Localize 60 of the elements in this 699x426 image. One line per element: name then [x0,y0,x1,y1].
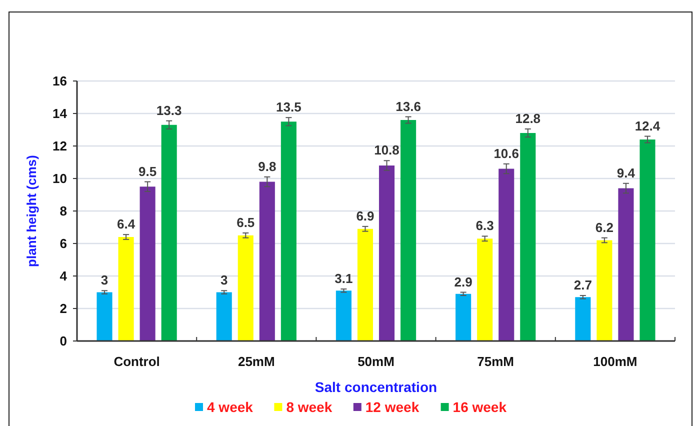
bar [357,228,374,341]
y-tick-label: 4 [60,268,68,284]
bar [498,168,514,341]
data-label: 2.7 [574,278,592,292]
data-label: 3.1 [334,271,353,286]
data-label: 3 [220,272,228,288]
bar [618,188,634,341]
data-label: 13.5 [276,100,302,115]
bar [216,292,232,341]
bar [238,235,254,341]
bar [161,124,177,341]
data-label: 6.2 [595,220,614,235]
legend-label: 16 week [452,399,507,415]
bar [575,297,591,341]
data-label: 12.4 [634,118,661,134]
data-label: 13.3 [156,102,182,118]
data-label: 12.8 [515,110,541,126]
x-tick-label: 50mM [358,354,394,369]
y-tick-label: 16 [52,74,67,89]
data-label: 9.8 [258,158,276,174]
bar [336,290,352,341]
y-tick-label: 12 [52,138,67,154]
x-tick-label: 25mM [238,354,275,369]
bar [378,166,395,341]
bar [96,292,112,341]
y-axis-title: plant height (cms) [24,155,39,267]
data-label: 10.8 [374,142,400,158]
bar [259,182,275,341]
bar [456,294,472,341]
bar [477,238,493,341]
legend-label: 4 week [207,399,254,415]
y-tick-label: 0 [60,334,67,349]
legend-label: 12 week [365,399,420,415]
y-tick-label: 2 [60,301,67,316]
x-tick-label: 100mM [593,354,638,369]
bar [596,240,612,341]
data-label: 10.6 [494,146,520,161]
bar [520,133,536,341]
data-label: 6.4 [116,216,136,232]
bar [280,122,296,341]
x-axis-title: Salt concentration [314,379,438,395]
bar [118,237,134,341]
y-tick-label: 10 [52,171,67,186]
y-tick-label: 14 [52,106,68,122]
data-label: 6.3 [476,218,494,234]
data-label: 9.5 [138,164,157,179]
data-label: 3 [100,272,108,288]
data-label: 13.6 [396,98,421,114]
data-label: 6.9 [356,208,374,224]
data-label: 9.4 [616,165,636,180]
data-label: 2.9 [454,274,472,290]
x-tick-label: 75mM [477,354,514,369]
y-tick-label: 6 [60,236,67,252]
data-label: 6.5 [236,214,255,230]
y-tick-label: 8 [60,204,67,219]
bar [640,140,656,341]
bar [400,120,416,341]
x-tick-label: Control [114,354,160,369]
legend-label: 8 week [286,399,332,415]
bar [140,186,156,341]
